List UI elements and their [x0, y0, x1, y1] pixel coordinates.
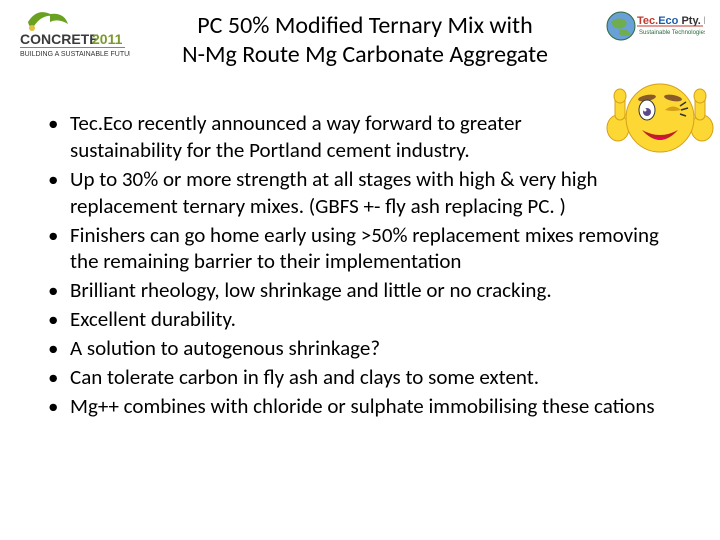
- title-line2: N-Mg Route Mg Carbonate Aggregate: [182, 40, 548, 69]
- logo-right-sub: Sustainable Technologies: [639, 30, 705, 36]
- list-item: Finishers can go home early using >50% r…: [48, 222, 690, 276]
- logo-left-sub: BUILDING A SUSTAINABLE FUTURE: [20, 51, 130, 58]
- title-line1: PC 50% Modified Ternary Mix with: [197, 11, 532, 40]
- concrete2011-logo: CONCRETE 2011 BUILDING A SUSTAINABLE FUT…: [20, 10, 130, 60]
- header: CONCRETE 2011 BUILDING A SUSTAINABLE FUT…: [30, 10, 690, 90]
- svg-text:Tec.Eco Pty. Ltd.: Tec.Eco Pty. Ltd.: [637, 15, 705, 27]
- logo-right-brand3: Pty. Ltd.: [681, 15, 705, 27]
- list-item: Up to 30% or more strength at all stages…: [48, 166, 690, 220]
- logo-right-brand2: Eco: [658, 15, 681, 27]
- logo-left-word1: CONCRETE: [20, 31, 99, 47]
- slide: CONCRETE 2011 BUILDING A SUSTAINABLE FUT…: [0, 0, 720, 540]
- bullet-list: Tec.Eco recently announced a way forward…: [30, 110, 690, 420]
- list-item: Mg++ combines with chloride or sulphate …: [48, 393, 690, 420]
- logo-right-brand1: Tec.: [637, 15, 658, 27]
- list-item: Can tolerate carbon in fly ash and clays…: [48, 364, 690, 391]
- list-item: Excellent durability.: [48, 306, 690, 333]
- content: Tec.Eco recently announced a way forward…: [30, 110, 690, 420]
- logo-left-word2: 2011: [92, 31, 123, 47]
- list-item: Brilliant rheology, low shrinkage and li…: [48, 277, 690, 304]
- list-item: A solution to autogenous shrinkage?: [48, 335, 690, 362]
- tececo-logo: Tec.Eco Pty. Ltd. Sustainable Technologi…: [605, 10, 705, 46]
- list-item: Tec.Eco recently announced a way forward…: [48, 110, 690, 164]
